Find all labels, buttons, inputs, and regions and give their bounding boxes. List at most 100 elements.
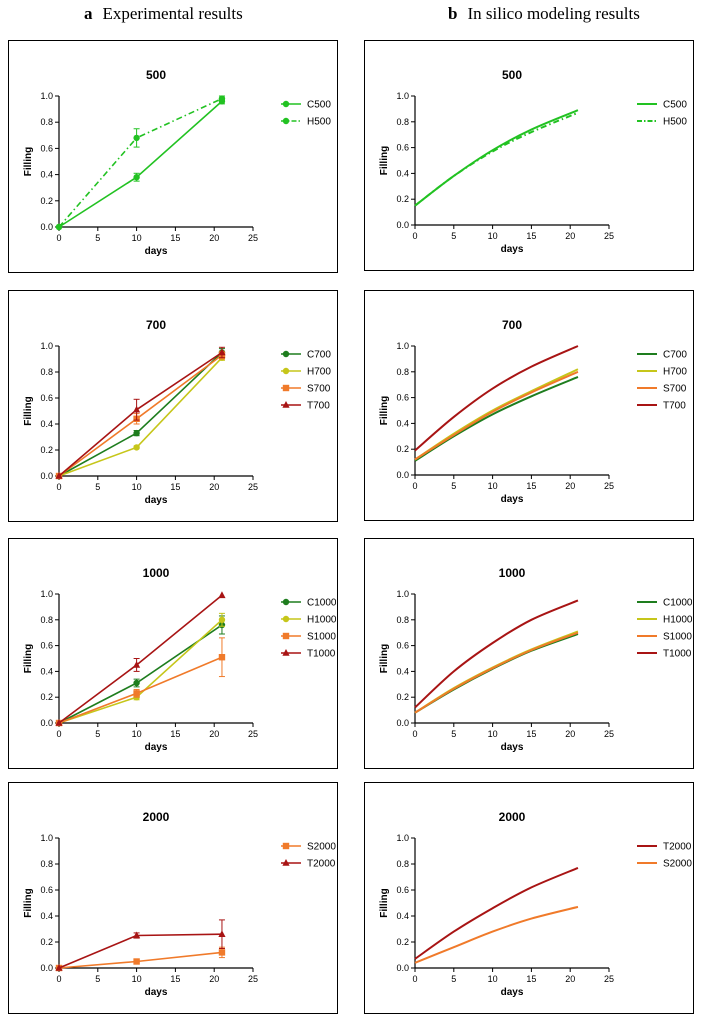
- data-point: [133, 444, 140, 451]
- legend-marker: [282, 117, 290, 125]
- series-line: [58, 951, 223, 969]
- x-tick-label: 25: [604, 481, 614, 491]
- x-tick-label: 5: [451, 974, 456, 984]
- legend-label: S2000: [663, 859, 692, 870]
- column-letter: b: [448, 4, 458, 23]
- x-tick-label: 5: [451, 231, 456, 241]
- legend-item-S1000: S1000: [637, 632, 692, 643]
- data-point: [133, 429, 140, 437]
- chart-title: 2000: [499, 810, 526, 824]
- x-tick-label: 15: [526, 231, 536, 241]
- x-tick-label: 5: [95, 482, 100, 492]
- x-axis-label: days: [145, 495, 168, 506]
- x-tick-label: 20: [209, 482, 219, 492]
- y-axis-label: Filling: [379, 644, 390, 673]
- legend-label: H700: [663, 367, 687, 378]
- chart-title: 700: [146, 318, 166, 332]
- legend-label: C1000: [663, 598, 693, 609]
- legend-marker: [282, 367, 290, 375]
- x-tick-label: 25: [248, 233, 258, 243]
- legend-item-T1000: T1000: [281, 649, 336, 660]
- y-tick-label: 0.2: [396, 194, 409, 204]
- y-tick-label: 1.0: [396, 91, 409, 101]
- data-point: [55, 223, 63, 231]
- legend-label: C500: [663, 100, 687, 111]
- legend-item-H500: H500: [281, 117, 331, 128]
- data-point: [218, 930, 226, 937]
- x-tick-label: 0: [412, 481, 417, 491]
- series-S1000: [55, 637, 226, 727]
- legend-item-T700: T700: [637, 401, 686, 412]
- y-axis-label: Filling: [23, 147, 34, 176]
- series-H500: [55, 95, 226, 231]
- column-header-in-silico: b In silico modeling results: [448, 4, 640, 24]
- y-tick-label: 0.0: [396, 718, 409, 728]
- data-point: [218, 616, 226, 623]
- legend-label: S2000: [307, 842, 336, 853]
- series-line: [58, 354, 223, 477]
- series-T1000: [414, 599, 579, 709]
- y-tick-label: 1.0: [40, 341, 53, 351]
- y-tick-label: 1.0: [40, 589, 53, 599]
- legend-label: S700: [663, 384, 687, 395]
- chart-panel-exp-500: 500 0 5 10 15 20 25 0.0 0.2 0.4 0.6 0.8 1.0 days Filli…: [8, 40, 338, 273]
- y-tick-label: 0.6: [40, 885, 53, 895]
- series-line: [414, 376, 579, 462]
- x-axis-label: days: [501, 742, 524, 753]
- x-tick-label: 20: [565, 481, 575, 491]
- legend-marker: [282, 598, 290, 606]
- legend-marker: [282, 632, 290, 640]
- y-tick-label: 0.6: [40, 641, 53, 651]
- series-S2000: [414, 905, 579, 964]
- y-tick-label: 0.0: [396, 220, 409, 230]
- x-tick-label: 0: [56, 729, 61, 739]
- y-tick-label: 1.0: [396, 341, 409, 351]
- x-tick-label: 10: [488, 231, 498, 241]
- chart-title: 700: [502, 318, 522, 332]
- series-line: [414, 633, 579, 714]
- legend-label: T2000: [663, 842, 692, 853]
- column-letter: a: [84, 4, 93, 23]
- x-tick-label: 0: [56, 974, 61, 984]
- y-tick-label: 0.0: [40, 963, 53, 973]
- chart-title: 500: [502, 68, 522, 82]
- x-tick-label: 0: [412, 974, 417, 984]
- y-tick-label: 0.4: [396, 168, 409, 178]
- data-point: [133, 174, 140, 181]
- x-axis-label: days: [501, 987, 524, 998]
- y-tick-label: 0.0: [40, 718, 53, 728]
- y-tick-label: 0.6: [396, 885, 409, 895]
- x-axis-label: days: [145, 246, 168, 257]
- x-tick-label: 25: [604, 974, 614, 984]
- data-point: [55, 472, 63, 479]
- series-C500: [55, 98, 226, 231]
- legend-item-C500: C500: [281, 100, 331, 111]
- series-C500: [414, 109, 579, 207]
- series-line: [58, 619, 223, 724]
- legend-label: S1000: [663, 632, 692, 643]
- y-tick-label: 0.4: [396, 418, 409, 428]
- data-point: [218, 654, 226, 661]
- x-tick-label: 25: [604, 729, 614, 739]
- series-line: [414, 599, 579, 709]
- series-T1000: [55, 591, 226, 726]
- legend-label: H1000: [307, 615, 337, 626]
- legend-label: T1000: [663, 649, 692, 660]
- legend-item-H1000: H1000: [637, 615, 693, 626]
- y-tick-label: 0.0: [396, 470, 409, 480]
- y-axis-label: Filling: [379, 888, 390, 917]
- data-point: [133, 134, 140, 142]
- chart-panel-exp-700: 700 0 5 10 15 20 25 0.0 0.2 0.4 0.6 0.8 1.0 days Filli…: [8, 290, 338, 522]
- data-point: [133, 690, 140, 697]
- legend-item-C700: C700: [281, 350, 331, 361]
- legend-item-S1000: S1000: [281, 632, 336, 643]
- series-line: [414, 866, 579, 960]
- legend-marker: [282, 350, 290, 358]
- x-tick-label: 5: [95, 729, 100, 739]
- series-T2000: [414, 866, 579, 960]
- data-point: [55, 964, 63, 971]
- series-H1000: [414, 630, 579, 714]
- series-line: [414, 631, 579, 714]
- x-tick-label: 20: [565, 974, 575, 984]
- chart-svg: 500 0 5 10 15 20 25 0.0 0.2 0.4 0.6 0.8 1.0 days Filli…: [23, 68, 331, 257]
